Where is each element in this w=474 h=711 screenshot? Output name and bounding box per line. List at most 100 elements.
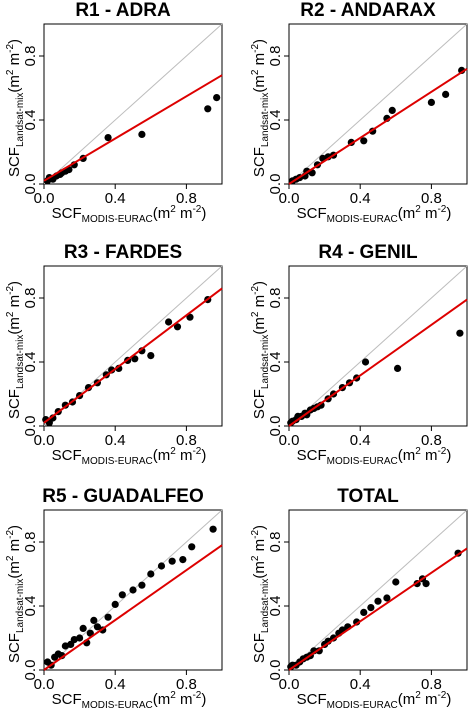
data-point: [76, 634, 84, 642]
data-point: [165, 318, 173, 326]
data-point: [353, 618, 361, 626]
x-axis-label-close: ): [446, 691, 451, 708]
x-axis-label: SCFMODIS-EURAC(m2 m-2): [52, 446, 207, 467]
x-tick-label: 0.8: [421, 190, 442, 207]
y-tick-label: 0.4: [22, 352, 39, 373]
y-axis-label-close: ): [6, 281, 23, 286]
data-point: [209, 525, 217, 533]
y-axis-label: SCFLandsat-mix(m2 m-2): [5, 525, 26, 663]
y-tick-label: 0.8: [22, 288, 39, 309]
y-axis-label-unit2: m: [251, 53, 268, 70]
x-axis-label-unit2: m: [176, 205, 193, 222]
y-tick-label: 0.0: [267, 416, 284, 437]
y-axis-label-base: SCF: [251, 147, 268, 177]
data-point: [374, 597, 382, 605]
y-axis-label-sup2: -2: [5, 530, 16, 539]
y-tick-label: 0.8: [267, 288, 284, 309]
y-axis-label: SCFLandsat-mix(m2 m-2): [5, 281, 26, 419]
x-tick-label: 0.0: [34, 432, 55, 449]
y-axis-label: SCFLandsat-mix(m2 m-2): [250, 525, 271, 663]
data-point: [108, 366, 116, 374]
x-tick-label: 0.8: [176, 432, 197, 449]
x-axis-label-unit: (m: [153, 691, 171, 708]
plot-frame: [288, 509, 468, 671]
data-point: [393, 364, 402, 372]
one-to-one-line: [288, 509, 468, 671]
one-to-one-line: [288, 23, 468, 185]
x-tick-label: 0.0: [279, 676, 300, 693]
data-point: [111, 600, 119, 609]
plot-frame: [43, 509, 223, 671]
plot-frame: [43, 23, 223, 185]
panel-title: R2 - ANDARAX: [300, 0, 436, 21]
x-axis-label-sup2: -2: [437, 204, 446, 215]
y-axis-label-unit: (m: [6, 317, 23, 335]
y-axis-label-sup: 2: [250, 311, 261, 317]
y-tick-label: 0.4: [267, 352, 284, 373]
x-axis-label-sub: MODIS-EURAC: [82, 700, 153, 711]
y-axis-label-sup: 2: [5, 311, 16, 317]
data-point: [392, 578, 400, 586]
y-axis-label: SCFLandsat-mix(m2 m-2): [250, 39, 271, 177]
x-axis-label-sup2: -2: [192, 446, 201, 457]
y-axis-label-sup: 2: [250, 555, 261, 561]
y-tick-label: 0.0: [22, 174, 39, 195]
x-axis-label-sub: MODIS-EURAC: [327, 456, 398, 467]
x-axis-label-unit2: m: [176, 691, 193, 708]
x-axis-label-sup: 2: [415, 690, 421, 701]
data-point: [388, 106, 396, 114]
panel-title: R3 - FARDES: [64, 242, 182, 263]
regression-line: [43, 74, 223, 182]
x-axis-label-base: SCF: [52, 205, 82, 222]
x-axis-label-close: ): [446, 205, 451, 222]
y-axis-label: SCFLandsat-mix(m2 m-2): [250, 281, 271, 419]
data-point: [179, 556, 187, 564]
panel-5: R5 - GUADALFEO0.00.00.40.40.80.8SCFMODIS…: [5, 486, 223, 711]
x-axis-label-unit2: m: [421, 447, 438, 464]
plot-frame: [288, 23, 468, 185]
x-tick-label: 0.8: [421, 432, 442, 449]
y-axis-label-unit: (m: [251, 317, 268, 335]
x-axis-label-sub: MODIS-EURAC: [327, 700, 398, 711]
one-to-one-line: [288, 265, 468, 427]
x-axis-label-close: ): [446, 447, 451, 464]
data-point: [186, 313, 194, 321]
data-point: [79, 624, 87, 633]
x-tick-label: 0.0: [34, 676, 55, 693]
panel-title: TOTAL: [337, 486, 399, 507]
y-axis-label-base: SCF: [6, 147, 23, 177]
x-axis-label-base: SCF: [52, 447, 82, 464]
y-tick-label: 0.4: [22, 596, 39, 617]
data-point: [204, 105, 212, 113]
data-point: [367, 604, 375, 612]
y-tick-label: 0.8: [267, 532, 284, 553]
x-tick-label: 0.8: [176, 676, 197, 693]
x-tick-label: 0.4: [350, 432, 371, 449]
regression-line: [43, 544, 223, 671]
x-axis-label: SCFMODIS-EURAC(m2 m-2): [297, 690, 452, 711]
data-point: [456, 329, 464, 337]
x-axis-label-base: SCF: [297, 691, 327, 708]
y-tick-label: 0.4: [267, 110, 284, 131]
y-axis-label-unit2: m: [251, 539, 268, 556]
data-point: [147, 570, 155, 578]
x-axis-label-base: SCF: [297, 447, 327, 464]
y-axis-label-close: ): [6, 39, 23, 44]
y-tick-label: 0.4: [267, 596, 284, 617]
x-axis-label-sup2: -2: [192, 690, 201, 701]
y-axis-label-unit: (m: [6, 75, 23, 93]
data-point: [157, 562, 166, 570]
panel-title: R5 - GUADALFEO: [42, 486, 204, 507]
data-point: [360, 137, 368, 145]
x-axis-label-unit: (m: [398, 447, 416, 464]
y-tick-label: 0.0: [22, 660, 39, 681]
one-to-one-line: [43, 23, 223, 185]
data-point: [427, 98, 435, 106]
data-point: [361, 358, 370, 366]
x-axis-label-base: SCF: [52, 691, 82, 708]
x-axis-label-unit: (m: [153, 205, 171, 222]
x-tick-label: 0.0: [279, 190, 300, 207]
y-axis-label-sup2: -2: [250, 286, 261, 295]
regression-line: [288, 67, 468, 185]
